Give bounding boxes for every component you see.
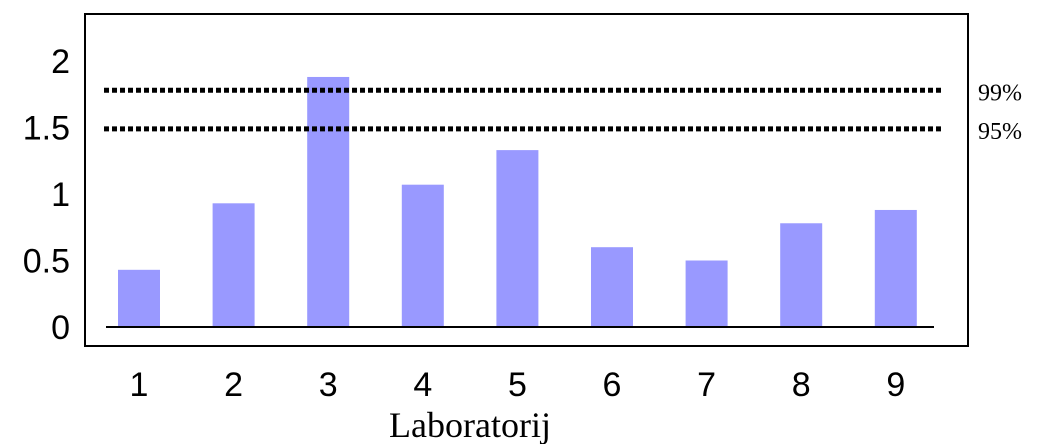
reference-lines-group: 99% 95%: [104, 80, 1022, 145]
x-tick-labels: 1 2 3 4 5 6 7 8 9: [130, 366, 906, 404]
x-tick-label-2: 2: [224, 366, 243, 404]
y-tick-label-1-5: 1.5: [23, 110, 70, 148]
ref-label-99: 99%: [978, 80, 1022, 106]
bar-3: [307, 76, 350, 328]
y-tick-label-1: 1: [51, 176, 70, 214]
bar-7: [685, 260, 728, 327]
x-tick-label-9: 9: [886, 366, 905, 404]
ref-label-95: 95%: [978, 119, 1022, 145]
bar-1: [118, 269, 160, 327]
x-tick-label-6: 6: [603, 366, 622, 404]
y-tick-labels: 0 0.5 1 1.5 2: [23, 43, 70, 347]
bar-9: [874, 209, 917, 327]
x-tick-label-8: 8: [792, 366, 811, 404]
bar-8: [780, 223, 823, 327]
x-tick-label-7: 7: [697, 366, 716, 404]
x-axis-label: Laboratorij: [389, 405, 551, 444]
plot-frame: [84, 13, 969, 347]
bar-6: [591, 247, 633, 327]
x-tick-label-3: 3: [319, 366, 338, 404]
y-tick-label-2: 2: [51, 43, 70, 81]
y-tick-label-0-5: 0.5: [23, 243, 70, 281]
x-tick-label-5: 5: [508, 366, 527, 404]
bar-5: [496, 150, 539, 327]
x-tick-label-1: 1: [130, 366, 149, 404]
bars-group: [118, 76, 917, 328]
bar-2: [212, 203, 255, 327]
y-tick-label-0: 0: [51, 309, 70, 347]
x-tick-label-4: 4: [413, 366, 432, 404]
bar-4: [401, 184, 444, 327]
